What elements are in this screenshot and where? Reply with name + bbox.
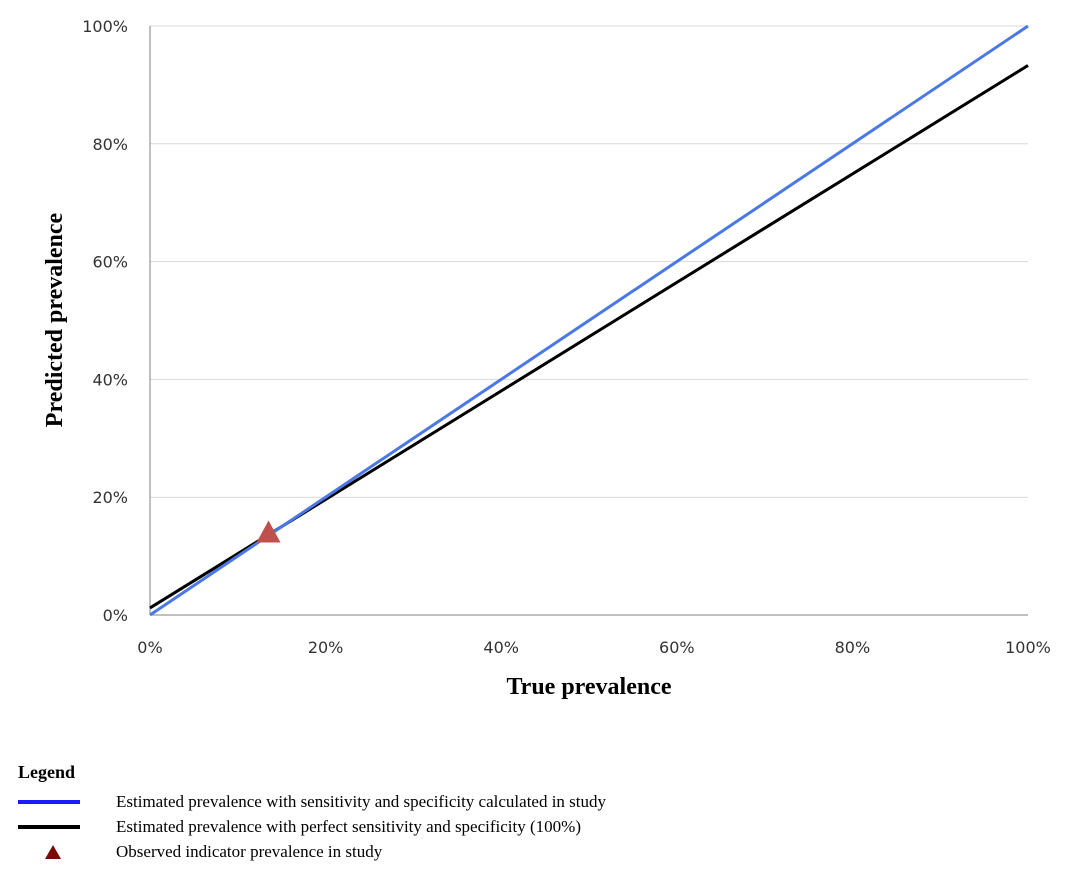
data-points	[256, 520, 281, 543]
series-line-blue	[149, 24, 1029, 617]
series-lines	[149, 24, 1029, 617]
x-tick-label: 80%	[835, 638, 871, 657]
y-tick-label: 0%	[103, 606, 128, 625]
y-tick-label: 20%	[92, 488, 128, 507]
x-tick-label: 60%	[659, 638, 695, 657]
legend-item-triangle: Observed indicator prevalence in study	[18, 839, 606, 864]
legend-label: Observed indicator prevalence in study	[116, 841, 383, 861]
legend-swatch	[18, 799, 98, 804]
y-tick-label: 100%	[82, 17, 128, 36]
blue-line-icon	[18, 799, 80, 804]
x-tick-label: 40%	[483, 638, 519, 657]
x-axis-title: True prevalence	[506, 674, 671, 700]
x-tick-label: 20%	[308, 638, 344, 657]
legend-item-blue-line: Estimated prevalence with sensitivity an…	[18, 789, 606, 814]
legend-label: Estimated prevalence with sensitivity an…	[116, 791, 607, 811]
axes	[149, 26, 1028, 616]
y-tick-label: 80%	[92, 135, 128, 154]
legend-label: Estimated prevalence with perfect sensit…	[116, 816, 581, 836]
legend-swatch	[18, 824, 98, 829]
black-line-icon	[18, 824, 80, 829]
legend: Legend Estimated prevalence with sensiti…	[18, 762, 606, 864]
y-tick-label: 60%	[92, 253, 128, 272]
tick-labels: 0% 20% 40% 60% 80% 100% 0% 20% 40% 60% 80% 100%	[82, 17, 1051, 657]
legend-swatch	[18, 844, 98, 859]
gridlines	[150, 25, 1028, 498]
y-tick-label: 40%	[92, 370, 128, 389]
triangle-icon	[45, 844, 61, 859]
observed-point-triangle	[256, 520, 281, 543]
legend-title: Legend	[18, 762, 76, 782]
legend-item-black-line: Estimated prevalence with perfect sensit…	[18, 814, 606, 839]
chart: 0% 20% 40% 60% 80% 100% 0% 20% 40% 60% 80% 100% Tru…	[42, 17, 1051, 700]
x-tick-label: 100%	[1005, 638, 1051, 657]
x-tick-label: 0%	[137, 638, 162, 657]
y-axis-title: Predicted prevalence	[42, 212, 68, 427]
